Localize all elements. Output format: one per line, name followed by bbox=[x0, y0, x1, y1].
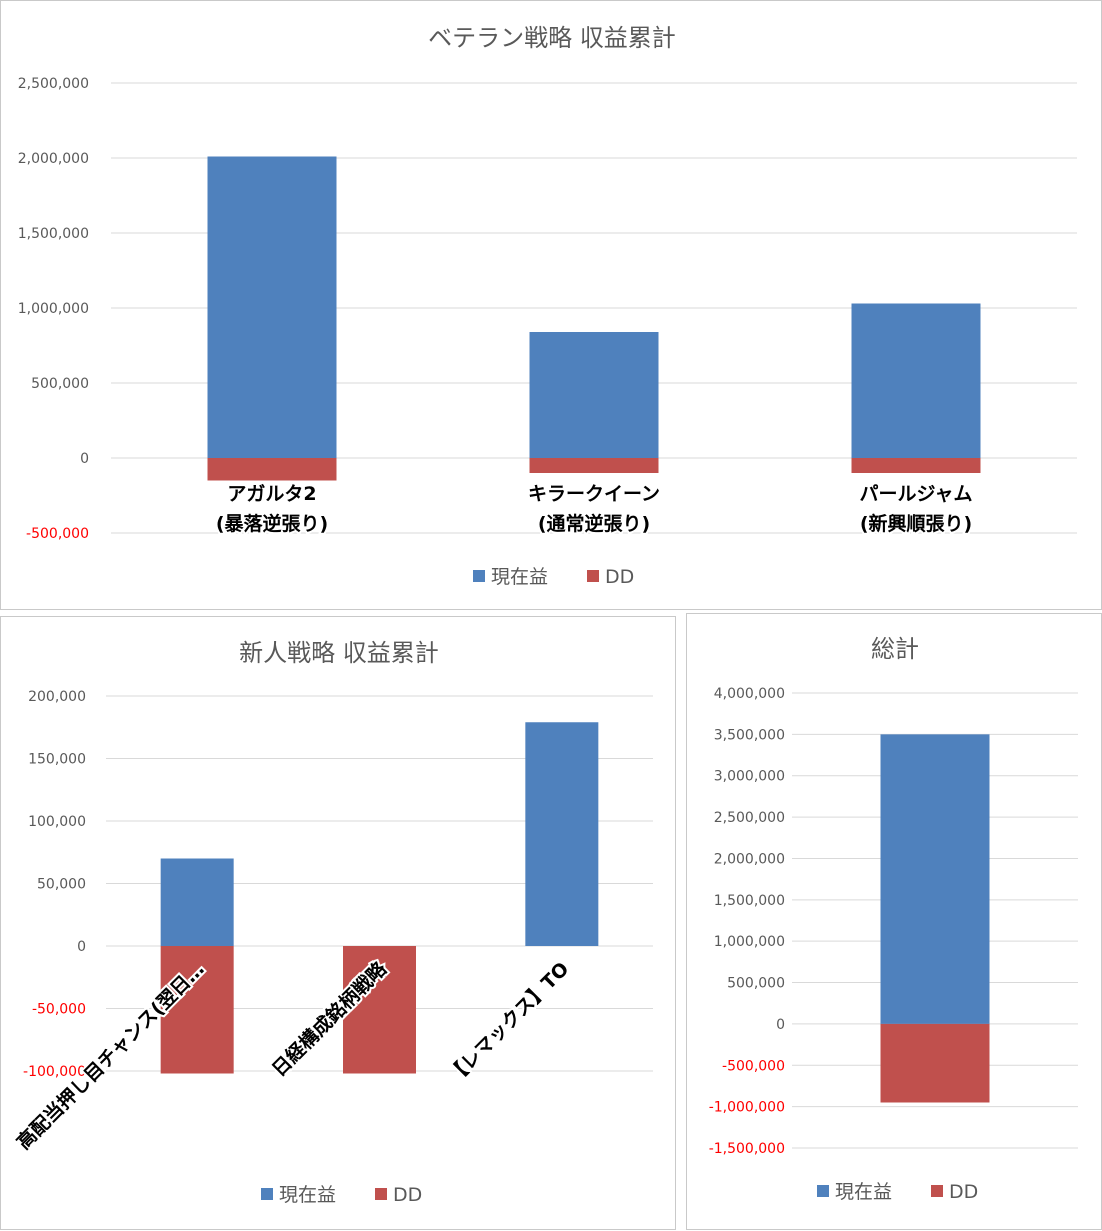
veteran-bar-dd bbox=[851, 458, 981, 473]
newcomer-y-tick-label: 150,000 bbox=[28, 752, 86, 768]
newcomer-bar-dd bbox=[160, 946, 234, 1074]
veteran-chart: ベテラン戦略 収益累計 2,500,000 2,000,000 1,500,000 1,… bbox=[18, 24, 1077, 588]
veteran-category-label: (新興順張り) bbox=[860, 512, 972, 535]
newcomer-y-tick-label: 50,000 bbox=[37, 877, 86, 893]
veteran-y-tick-label: 0 bbox=[80, 451, 89, 467]
total-y-tick-label: 2,000,000 bbox=[714, 851, 785, 867]
total-chart-title: 総計 bbox=[871, 635, 919, 663]
newcomer-bar-current bbox=[525, 722, 599, 946]
veteran-y-tick-label: 2,500,000 bbox=[18, 76, 89, 92]
veteran-bar-current bbox=[529, 332, 659, 458]
newcomer-category-label: 【レマックス】TO bbox=[443, 957, 573, 1087]
legend-swatch-current bbox=[473, 570, 485, 582]
veteran-category-label: アガルタ2 bbox=[227, 483, 316, 505]
veteran-category-label: (通常逆張り) bbox=[538, 512, 650, 535]
newcomer-bar-current bbox=[160, 858, 234, 946]
veteran-bar-current bbox=[207, 156, 337, 458]
newcomer-y-tick-label: -100,000 bbox=[23, 1064, 86, 1080]
newcomer-y-tick-label: 0 bbox=[77, 939, 86, 955]
legend-label-dd: DD bbox=[393, 1184, 422, 1206]
veteran-y-tick-label: 1,000,000 bbox=[18, 301, 89, 317]
total-y-tick-label: 3,500,000 bbox=[714, 727, 785, 743]
total-y-tick-label: 3,000,000 bbox=[714, 769, 785, 785]
total-y-tick-label: 1,500,000 bbox=[714, 893, 785, 909]
total-y-tick-label: 4,000,000 bbox=[714, 686, 785, 702]
total-y-tick-label: 2,500,000 bbox=[714, 810, 785, 826]
veteran-y-tick-label: 1,500,000 bbox=[18, 226, 89, 242]
legend-swatch-current bbox=[261, 1188, 273, 1200]
total-chart: 総計 4,000,000 3,500,000 3,000,000 2,500,000 2,… bbox=[709, 635, 1078, 1203]
veteran-category-label: (暴落逆張り) bbox=[216, 512, 328, 535]
total-y-tick-label: -500,000 bbox=[722, 1058, 785, 1074]
veteran-y-tick-label: -500,000 bbox=[26, 526, 89, 542]
total-y-tick-label: 1,000,000 bbox=[714, 934, 785, 950]
total-y-tick-label: -1,500,000 bbox=[709, 1141, 785, 1157]
veteran-chart-title: ベテラン戦略 収益累計 bbox=[428, 24, 676, 52]
newcomer-y-tick-label: 200,000 bbox=[28, 689, 86, 705]
veteran-chart-panel: ベテラン戦略 収益累計 2,500,000 2,000,000 1,500,000 1,… bbox=[0, 0, 1102, 610]
newcomer-y-tick-label: 100,000 bbox=[28, 814, 86, 830]
veteran-bar-dd bbox=[529, 458, 659, 473]
legend-swatch-current bbox=[817, 1185, 829, 1197]
newcomer-chart: 新人戦略 収益累計 200,000 150,000 100,000 50,000 0 -50… bbox=[10, 639, 653, 1206]
veteran-y-tick-label: 500,000 bbox=[31, 376, 89, 392]
veteran-bar-current bbox=[851, 303, 981, 458]
veteran-y-tick-label: 2,000,000 bbox=[18, 151, 89, 167]
veteran-category-label: キラークイーン bbox=[528, 483, 660, 505]
total-bar-current bbox=[880, 734, 990, 1024]
total-y-tick-label: -1,000,000 bbox=[709, 1100, 785, 1116]
total-bar-dd bbox=[880, 1023, 990, 1103]
total-y-tick-label: 0 bbox=[776, 1017, 785, 1033]
newcomer-chart-title: 新人戦略 収益累計 bbox=[239, 639, 439, 667]
total-y-tick-label: 500,000 bbox=[727, 976, 785, 992]
newcomer-bar-dd bbox=[343, 946, 416, 1074]
legend-swatch-dd bbox=[375, 1188, 387, 1200]
legend-label-current: 現在益 bbox=[279, 1184, 336, 1206]
newcomer-legend: 現在益 DD bbox=[261, 1184, 422, 1206]
legend-swatch-dd bbox=[587, 570, 599, 582]
newcomer-y-tick-label: -50,000 bbox=[32, 1002, 86, 1018]
total-legend: 現在益 DD bbox=[817, 1181, 978, 1203]
legend-label-dd: DD bbox=[605, 566, 634, 588]
legend-swatch-dd bbox=[931, 1185, 943, 1197]
legend-label-current: 現在益 bbox=[491, 566, 548, 588]
veteran-category-label: パールジャム bbox=[859, 483, 972, 505]
veteran-legend: 現在益 DD bbox=[473, 566, 634, 588]
legend-label-dd: DD bbox=[949, 1181, 978, 1203]
newcomer-chart-panel: 新人戦略 収益累計 200,000 150,000 100,000 50,000 0 -50… bbox=[0, 616, 676, 1230]
legend-label-current: 現在益 bbox=[835, 1181, 892, 1203]
veteran-bar-dd bbox=[207, 458, 337, 481]
total-chart-panel: 総計 4,000,000 3,500,000 3,000,000 2,500,000 2,… bbox=[686, 613, 1102, 1230]
